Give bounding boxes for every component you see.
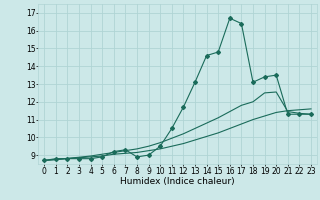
X-axis label: Humidex (Indice chaleur): Humidex (Indice chaleur)	[120, 177, 235, 186]
